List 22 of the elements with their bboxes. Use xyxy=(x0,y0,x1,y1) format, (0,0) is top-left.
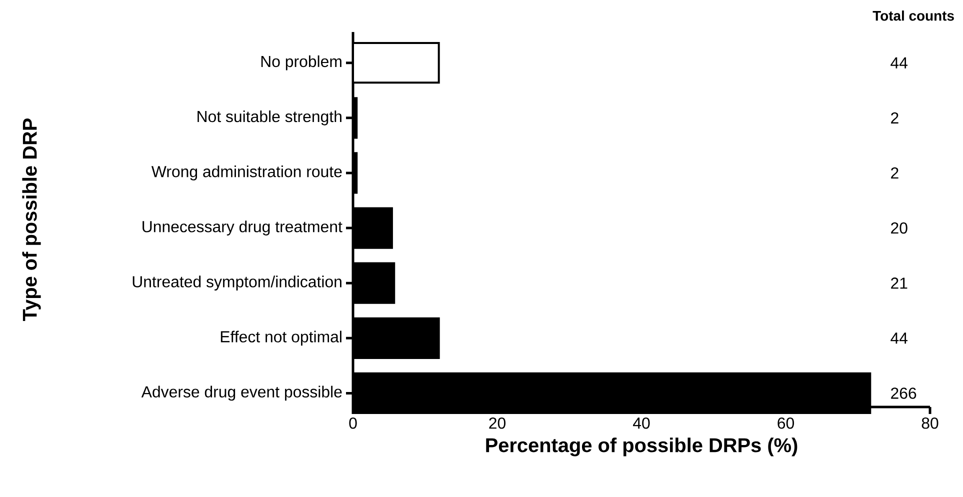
y-tick-label: Effect not optimal xyxy=(220,330,342,346)
text: Total counts xyxy=(872,10,954,21)
annotation: 44 xyxy=(890,57,908,68)
x-tick-label: 0 xyxy=(349,418,357,429)
y-tick-label: No problem xyxy=(261,55,342,70)
y-tick-label: Unnecessary drug treatment xyxy=(142,220,342,236)
x-tick-label: 80 xyxy=(922,418,938,429)
y-tick-label: Adverse drug event possible xyxy=(141,386,342,401)
y-axis-title: Type of possible DRP xyxy=(22,118,41,321)
annotation: 2 xyxy=(891,112,898,124)
y-tick-label: Untreated symptom/indication xyxy=(132,276,342,291)
annotation: 21 xyxy=(891,278,908,289)
x-tick-label: 40 xyxy=(633,418,650,429)
annotation: 266 xyxy=(891,388,916,399)
y-tick-label: Not suitable strength xyxy=(198,110,342,126)
x-tick-label: 60 xyxy=(778,418,794,429)
annotation: 20 xyxy=(891,222,908,234)
annotation: 2 xyxy=(891,167,898,179)
x-axis-title: Percentage of possible DRPs (%) xyxy=(486,438,798,456)
annotation: 44 xyxy=(890,332,908,344)
y-tick-label: Wrong administration route xyxy=(151,166,342,180)
x-tick-label: 20 xyxy=(489,418,506,429)
